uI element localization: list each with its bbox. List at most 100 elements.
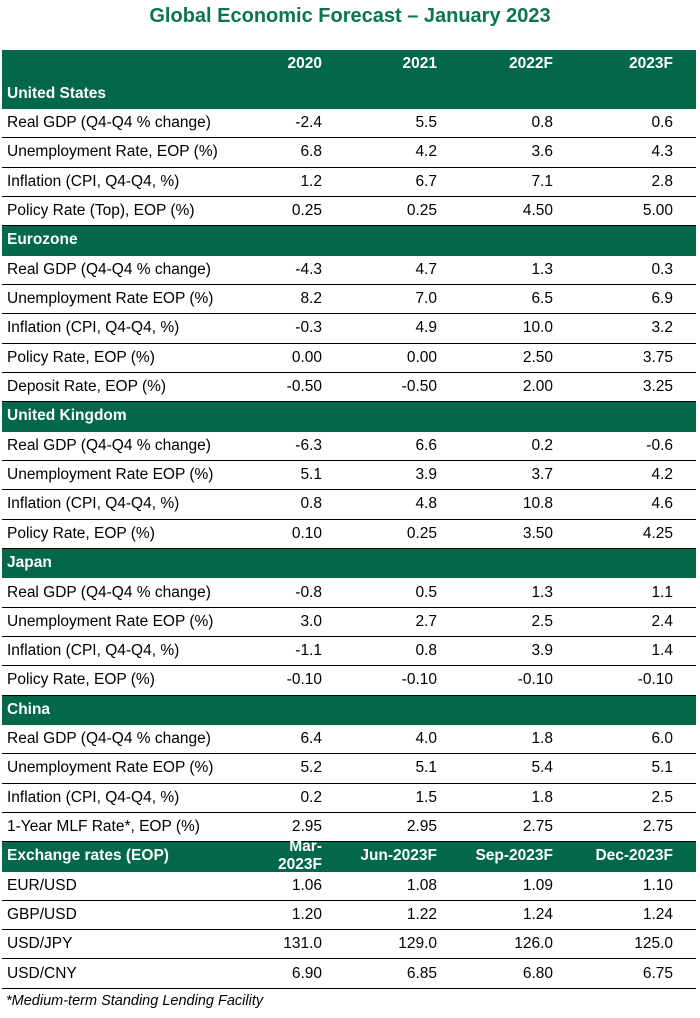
- row-label: Inflation (CPI, Q4-Q4, %): [7, 642, 180, 660]
- value-cell: 6.6: [415, 436, 437, 454]
- fx-pair-label: USD/JPY: [7, 935, 73, 953]
- value-cell: -0.10: [637, 671, 673, 689]
- fx-header-label: Exchange rates (EOP): [7, 847, 169, 865]
- value-cell: -6.3: [295, 436, 322, 454]
- section-header: United States: [2, 79, 696, 109]
- section-name: Eurozone: [7, 231, 78, 249]
- section-header: United Kingdom: [2, 402, 696, 432]
- value-cell: 1.2: [300, 172, 322, 190]
- row-label: Policy Rate (Top), EOP (%): [7, 202, 195, 220]
- row-label: Unemployment Rate EOP (%): [7, 612, 214, 630]
- value-cell: -2.4: [295, 114, 322, 132]
- fx-column-header: Jun-2023F: [360, 847, 437, 865]
- table-row: Unemployment Rate EOP (%) 8.2 7.0 6.5 6.9: [2, 285, 696, 315]
- value-cell: 0.00: [406, 348, 437, 366]
- value-cell: 0.8: [300, 495, 322, 513]
- fx-row: USD/JPY 131.0 129.0 126.0 125.0: [2, 930, 696, 960]
- value-cell: 2.95: [291, 818, 322, 836]
- row-label: Real GDP (Q4-Q4 % change): [7, 583, 211, 601]
- fx-row: GBP/USD 1.20 1.22 1.24 1.24: [2, 901, 696, 931]
- value-cell: 0.00: [291, 348, 322, 366]
- fx-value-cell: 126.0: [514, 935, 553, 953]
- value-cell: -0.10: [401, 671, 437, 689]
- value-cell: 5.1: [651, 759, 673, 777]
- column-header: 2022F: [509, 55, 553, 73]
- section-name: China: [7, 700, 51, 718]
- table-row: Inflation (CPI, Q4-Q4, %) 0.2 1.5 1.8 2.5: [2, 784, 696, 813]
- value-cell: 6.4: [300, 730, 322, 748]
- value-cell: -0.10: [517, 671, 553, 689]
- value-cell: 3.50: [522, 524, 553, 542]
- value-cell: -4.3: [295, 260, 322, 278]
- footnote: *Medium-term Standing Lending Facility: [6, 993, 264, 1009]
- table-row: Inflation (CPI, Q4-Q4, %) 0.8 4.8 10.8 4.6: [2, 490, 696, 520]
- value-cell: 6.0: [651, 730, 673, 748]
- fx-value-cell: 1.20: [291, 905, 322, 923]
- value-cell: 3.9: [415, 466, 437, 484]
- value-cell: 5.1: [300, 466, 322, 484]
- table-row: Policy Rate, EOP (%) 0.00 0.00 2.50 3.75: [2, 344, 696, 373]
- value-cell: 3.6: [531, 143, 553, 161]
- row-label: Unemployment Rate EOP (%): [7, 290, 214, 308]
- fx-value-cell: 131.0: [283, 935, 322, 953]
- row-label: Unemployment Rate, EOP (%): [7, 143, 218, 161]
- fx-value-cell: 129.0: [398, 935, 437, 953]
- fx-value-cell: 1.08: [406, 876, 437, 894]
- fx-pair-label: USD/CNY: [7, 964, 77, 982]
- table-row: Unemployment Rate, EOP (%) 6.8 4.2 3.6 4.3: [2, 138, 696, 168]
- section-name: United Kingdom: [7, 407, 127, 425]
- section-header: Eurozone: [2, 226, 696, 256]
- forecast-table: 2020 2021 2022F 2023F United States Real GDP …: [2, 50, 696, 989]
- fx-value-cell: 1.22: [406, 905, 437, 923]
- value-cell: 3.9: [531, 642, 553, 660]
- value-cell: 1.8: [531, 788, 553, 806]
- value-cell: 2.4: [651, 612, 673, 630]
- table-row: Policy Rate (Top), EOP (%) 0.25 0.25 4.50 5.…: [2, 197, 696, 227]
- value-cell: 4.2: [415, 143, 437, 161]
- fx-column-header: Sep-2023F: [475, 847, 553, 865]
- value-cell: 2.8: [651, 172, 673, 190]
- value-cell: -0.50: [286, 378, 322, 396]
- value-cell: 3.0: [300, 612, 322, 630]
- value-cell: 8.2: [300, 290, 322, 308]
- value-cell: 1.5: [415, 788, 437, 806]
- value-cell: 1.1: [651, 583, 673, 601]
- fx-value-cell: 6.80: [522, 964, 553, 982]
- value-cell: -0.10: [286, 671, 322, 689]
- row-label: Real GDP (Q4-Q4 % change): [7, 114, 211, 132]
- value-cell: -0.50: [401, 378, 437, 396]
- row-label: Policy Rate, EOP (%): [7, 348, 155, 366]
- row-label: Inflation (CPI, Q4-Q4, %): [7, 495, 180, 513]
- table-row: Real GDP (Q4-Q4 % change) -0.8 0.5 1.3 1.1: [2, 578, 696, 608]
- row-label: Unemployment Rate EOP (%): [7, 466, 214, 484]
- value-cell: 4.6: [651, 495, 673, 513]
- value-cell: 0.25: [291, 202, 322, 220]
- row-label: Inflation (CPI, Q4-Q4, %): [7, 788, 180, 806]
- section-name: United States: [7, 84, 107, 102]
- table-row: Policy Rate, EOP (%) -0.10 -0.10 -0.10 -0.10: [2, 666, 696, 696]
- value-cell: 0.25: [406, 524, 437, 542]
- row-label: Policy Rate, EOP (%): [7, 524, 155, 542]
- value-cell: 6.5: [531, 290, 553, 308]
- value-cell: 10.8: [522, 495, 553, 513]
- column-header: 2021: [402, 55, 437, 73]
- value-cell: 0.5: [415, 583, 437, 601]
- value-cell: -1.1: [295, 642, 322, 660]
- value-cell: 10.0: [522, 319, 553, 337]
- table-row: Unemployment Rate EOP (%) 5.2 5.1 5.4 5.1: [2, 754, 696, 784]
- value-cell: 4.3: [651, 143, 673, 161]
- row-label: 1-Year MLF Rate*, EOP (%): [7, 818, 200, 836]
- value-cell: 0.3: [651, 260, 673, 278]
- value-cell: 0.2: [300, 788, 322, 806]
- value-cell: 1.3: [531, 583, 553, 601]
- fx-value-cell: 1.06: [291, 876, 322, 894]
- fx-pair-label: EUR/USD: [7, 876, 77, 894]
- fx-header-row: Exchange rates (EOP) Mar-2023F Jun-2023F Se…: [2, 838, 696, 873]
- fx-value-cell: 1.24: [642, 905, 673, 923]
- row-label: Inflation (CPI, Q4-Q4, %): [7, 172, 180, 190]
- table-row: Real GDP (Q4-Q4 % change) 6.4 4.0 1.8 6.0: [2, 725, 696, 755]
- row-label: Unemployment Rate EOP (%): [7, 759, 214, 777]
- value-cell: 2.50: [522, 348, 553, 366]
- value-cell: 3.75: [642, 348, 673, 366]
- value-cell: 2.7: [415, 612, 437, 630]
